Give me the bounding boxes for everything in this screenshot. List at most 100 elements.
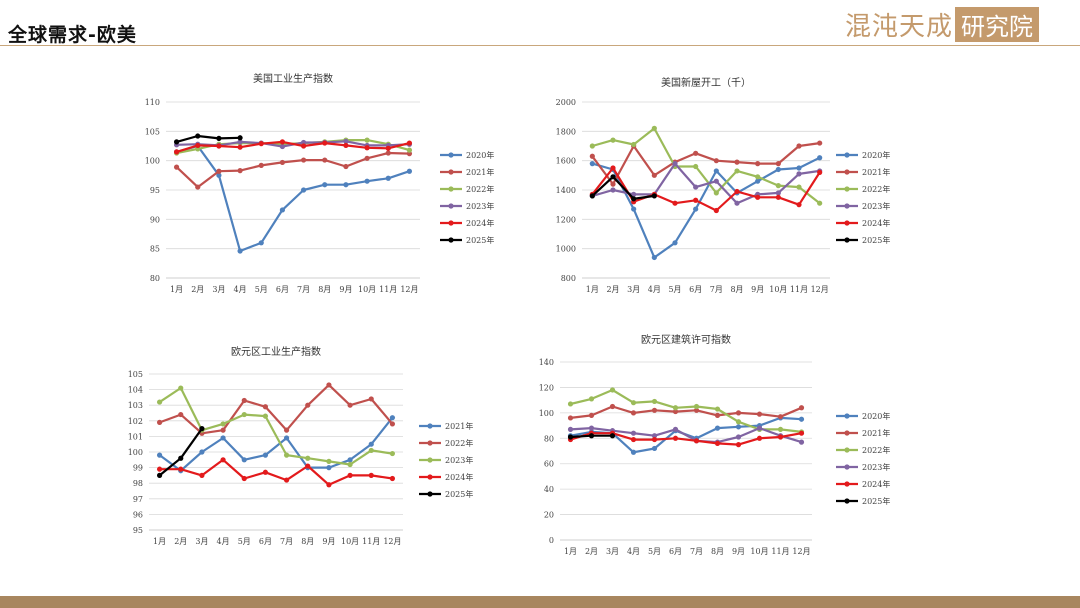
data-point	[156, 399, 163, 405]
series-2023年	[156, 385, 396, 468]
data-point	[651, 125, 657, 131]
series-line	[159, 458, 393, 486]
series-2024年	[567, 430, 805, 448]
data-point	[237, 144, 243, 150]
data-point	[713, 178, 719, 184]
legend-label: 2023年	[445, 455, 473, 465]
data-point	[283, 435, 290, 441]
data-point	[796, 165, 802, 171]
x-tick-label: 7月	[297, 285, 310, 294]
y-tick-label: 20	[544, 511, 554, 520]
data-point	[406, 140, 413, 146]
data-point	[343, 138, 349, 144]
series-line	[591, 156, 821, 259]
data-point	[216, 135, 222, 141]
legend-marker	[844, 413, 850, 419]
data-point	[220, 427, 226, 433]
data-point	[347, 457, 353, 463]
data-point	[775, 161, 781, 167]
x-tick-label: 6月	[689, 285, 702, 294]
data-point	[385, 145, 391, 151]
data-point	[389, 450, 396, 457]
data-point	[389, 421, 396, 427]
data-point	[735, 442, 742, 448]
series-line	[591, 142, 820, 186]
legend-marker	[448, 203, 454, 209]
y-tick-label: 98	[133, 479, 143, 488]
data-point	[588, 412, 595, 418]
data-point	[713, 190, 719, 196]
data-point	[651, 445, 658, 452]
data-point	[262, 404, 269, 410]
data-point	[283, 427, 290, 433]
eurozone-industrial-production-chart: 欧元区工业生产指数 95 96 97 98 99 100 101 102 103 104 105 1月 2…	[115, 340, 505, 560]
series-2021年	[567, 403, 805, 421]
data-point	[735, 419, 742, 425]
y-tick-label: 105	[128, 370, 143, 379]
data-point	[777, 414, 784, 420]
data-point	[241, 475, 247, 482]
data-point	[610, 187, 616, 193]
data-point	[631, 141, 637, 148]
y-tick-label: 2000	[556, 98, 576, 107]
data-point	[589, 153, 595, 159]
data-point	[173, 139, 180, 145]
data-point	[609, 387, 616, 393]
x-tick-label: 9月	[339, 285, 352, 294]
x-tick-label: 2月	[606, 285, 619, 294]
legend-label: 2024年	[862, 218, 890, 228]
data-point	[237, 139, 243, 145]
data-point	[220, 421, 226, 427]
data-point	[364, 137, 370, 143]
y-tick-label: 1800	[556, 127, 576, 136]
legend-label: 2024年	[862, 479, 890, 489]
brand-logo-box: 研究院	[955, 6, 1040, 42]
data-point	[817, 200, 823, 206]
series-2025年	[173, 133, 243, 145]
data-point	[347, 472, 353, 478]
data-point	[156, 466, 163, 472]
data-point	[630, 449, 637, 455]
y-tick-label: 95	[150, 186, 160, 195]
y-tick-label: 60	[544, 460, 554, 469]
legend-marker	[844, 498, 850, 504]
x-tick-label: 9月	[732, 547, 745, 556]
legend-marker	[448, 220, 454, 226]
data-point	[755, 194, 761, 200]
data-point	[631, 196, 637, 202]
legend-marker	[844, 447, 850, 453]
data-point	[300, 187, 307, 193]
data-point	[735, 424, 742, 430]
data-point	[262, 413, 269, 419]
legend-label: 2021年	[466, 167, 494, 177]
legend-marker	[427, 457, 433, 463]
x-tick-label: 6月	[669, 547, 682, 556]
data-point	[237, 248, 243, 254]
legend-label: 2024年	[466, 218, 494, 228]
data-point	[279, 143, 286, 150]
x-tick-label: 1月	[170, 285, 183, 294]
data-point	[756, 411, 763, 417]
series-line	[570, 432, 802, 446]
data-point	[735, 410, 742, 416]
legend-label: 2020年	[862, 411, 890, 421]
y-tick-label: 100	[128, 448, 143, 457]
data-point	[368, 441, 374, 447]
data-point	[672, 435, 679, 441]
data-point	[672, 240, 678, 246]
data-point	[693, 163, 699, 170]
data-point	[631, 206, 637, 212]
data-point	[756, 425, 763, 431]
data-point	[777, 434, 784, 440]
eurozone-building-permits-chart: 欧元区建筑许可指数 0 20 40 60 80 100 120 140 1月 2月 3月 4月 5月 6月 7…	[530, 330, 910, 560]
x-tick-label: 12月	[811, 285, 829, 294]
data-point	[672, 161, 678, 167]
data-point	[651, 254, 657, 261]
data-point	[199, 426, 205, 432]
data-point	[343, 182, 349, 188]
legend-marker	[448, 237, 454, 243]
x-tick-label: 10月	[341, 537, 359, 546]
x-tick-label: 2月	[174, 537, 187, 546]
us-industrial-production-chart: 美国工业生产指数 80 85 90 95 100 105 110 1月 2月 3月 4月 5月 6月 7月 8…	[130, 70, 510, 300]
x-tick-label: 5月	[668, 285, 681, 294]
